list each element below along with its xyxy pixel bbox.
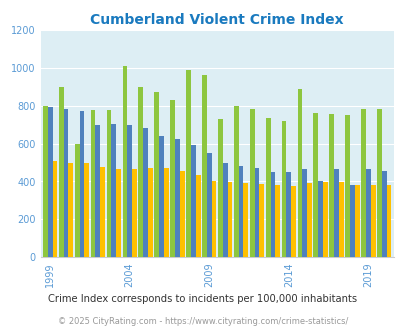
Bar: [333, 169, 338, 257]
Bar: [159, 136, 164, 257]
Bar: [360, 109, 365, 257]
Bar: [290, 186, 295, 257]
Bar: [238, 166, 243, 257]
Bar: [302, 169, 306, 257]
Bar: [79, 111, 84, 257]
Bar: [254, 168, 259, 257]
Bar: [211, 181, 216, 257]
Bar: [297, 89, 302, 257]
Bar: [154, 92, 159, 257]
Bar: [328, 114, 333, 257]
Bar: [127, 124, 132, 257]
Bar: [207, 153, 211, 257]
Bar: [68, 162, 73, 257]
Bar: [95, 124, 100, 257]
Bar: [84, 163, 89, 257]
Bar: [190, 146, 195, 257]
Bar: [90, 110, 95, 257]
Bar: [52, 161, 57, 257]
Bar: [265, 118, 270, 257]
Bar: [186, 70, 190, 257]
Bar: [259, 184, 264, 257]
Bar: [286, 172, 290, 257]
Bar: [370, 185, 375, 257]
Bar: [344, 115, 349, 257]
Bar: [122, 66, 127, 257]
Bar: [164, 168, 168, 257]
Bar: [281, 121, 286, 257]
Bar: [354, 185, 359, 257]
Bar: [349, 185, 354, 257]
Text: © 2025 CityRating.com - https://www.cityrating.com/crime-statistics/: © 2025 CityRating.com - https://www.city…: [58, 317, 347, 326]
Bar: [202, 75, 207, 257]
Bar: [217, 119, 222, 257]
Text: Crime Index corresponds to incidents per 100,000 inhabitants: Crime Index corresponds to incidents per…: [48, 294, 357, 304]
Bar: [365, 169, 370, 257]
Bar: [132, 169, 136, 257]
Bar: [43, 106, 48, 257]
Bar: [376, 109, 381, 257]
Bar: [381, 171, 386, 257]
Bar: [138, 86, 143, 257]
Bar: [48, 108, 52, 257]
Bar: [249, 109, 254, 257]
Bar: [59, 86, 64, 257]
Bar: [179, 171, 184, 257]
Bar: [100, 167, 105, 257]
Bar: [322, 182, 327, 257]
Title: Cumberland Violent Crime Index: Cumberland Violent Crime Index: [90, 13, 343, 27]
Bar: [148, 168, 152, 257]
Bar: [270, 172, 275, 257]
Bar: [170, 100, 175, 257]
Bar: [195, 175, 200, 257]
Bar: [306, 183, 311, 257]
Bar: [175, 139, 179, 257]
Bar: [75, 144, 79, 257]
Bar: [318, 181, 322, 257]
Bar: [233, 106, 238, 257]
Bar: [275, 185, 279, 257]
Bar: [116, 169, 121, 257]
Bar: [338, 182, 343, 257]
Bar: [107, 110, 111, 257]
Bar: [111, 124, 116, 257]
Bar: [227, 182, 232, 257]
Bar: [143, 128, 148, 257]
Bar: [243, 183, 247, 257]
Bar: [222, 163, 227, 257]
Bar: [64, 109, 68, 257]
Bar: [313, 113, 318, 257]
Bar: [386, 185, 390, 257]
